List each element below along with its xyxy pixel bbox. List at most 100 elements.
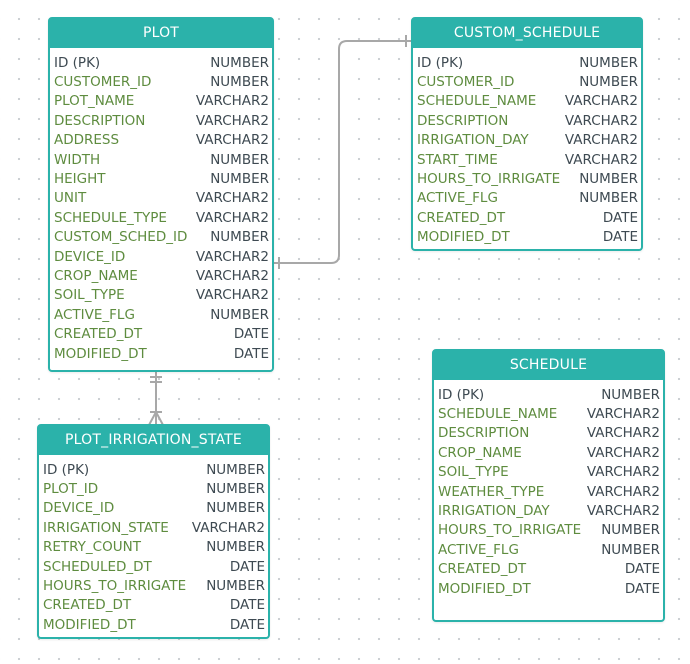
table-row[interactable]: SOIL_TYPE VARCHAR2 xyxy=(438,463,660,482)
column-type: VARCHAR2 xyxy=(586,444,660,461)
table-row[interactable]: UNIT VARCHAR2 xyxy=(54,189,269,208)
column-type: NUMBER xyxy=(210,229,269,246)
column-name: ID (PK) xyxy=(417,54,464,71)
table-schedule[interactable]: SCHEDULE ID (PK) NUMBER SCHEDULE_NAME VARCH… xyxy=(432,349,665,622)
column-name: ADDRESS xyxy=(54,132,120,149)
table-row[interactable]: WEATHER_TYPE VARCHAR2 xyxy=(438,482,660,501)
column-name: SOIL_TYPE xyxy=(54,287,125,304)
table-row[interactable]: SOIL_TYPE VARCHAR2 xyxy=(54,286,269,305)
table-row[interactable]: HOURS_TO_IRRIGATE NUMBER xyxy=(417,169,638,188)
column-type: VARCHAR2 xyxy=(195,248,269,265)
column-type: NUMBER xyxy=(206,500,265,517)
column-name: MODIFIED_DT xyxy=(417,229,510,246)
table-row[interactable]: IRRIGATION_STATE VARCHAR2 xyxy=(43,518,265,537)
table-plot[interactable]: PLOT ID (PK) NUMBER CUSTOMER_ID NUMBER PLOT_… xyxy=(48,17,274,372)
table-row[interactable]: SCHEDULE_NAME VARCHAR2 xyxy=(417,92,638,111)
column-type: DATE xyxy=(233,326,269,343)
column-name: CROP_NAME xyxy=(54,267,138,284)
column-name: ACTIVE_FLG xyxy=(438,541,519,558)
column-type: VARCHAR2 xyxy=(195,267,269,284)
column-type: NUMBER xyxy=(601,541,660,558)
table-row[interactable]: WIDTH NUMBER xyxy=(54,150,269,169)
table-header-schedule: SCHEDULE xyxy=(434,351,663,380)
column-name: SCHEDULED_DT xyxy=(43,558,152,575)
table-row[interactable]: DEVICE_ID VARCHAR2 xyxy=(54,247,269,266)
table-row[interactable]: CUSTOM_SCHED_ID NUMBER xyxy=(54,228,269,247)
table-row[interactable]: HEIGHT NUMBER xyxy=(54,169,269,188)
table-plot-irrigation-state[interactable]: PLOT_IRRIGATION_STATE ID (PK) NUMBER PLOT_… xyxy=(37,424,270,639)
column-type: DATE xyxy=(624,561,660,578)
column-type: NUMBER xyxy=(210,171,269,188)
column-type: DATE xyxy=(602,209,638,226)
table-row[interactable]: DESCRIPTION VARCHAR2 xyxy=(54,111,269,130)
column-type: NUMBER xyxy=(579,190,638,207)
table-row[interactable]: IRRIGATION_DAY VARCHAR2 xyxy=(417,131,638,150)
column-type: NUMBER xyxy=(206,461,265,478)
column-list: ID (PK) NUMBER CUSTOMER_ID NUMBER SCHEDULE_N… xyxy=(413,48,641,247)
table-row[interactable]: CREATED_DT DATE xyxy=(54,324,269,343)
table-row[interactable]: DEVICE_ID NUMBER xyxy=(43,499,265,518)
table-row[interactable]: CREATED_DT DATE xyxy=(438,560,660,579)
column-type: NUMBER xyxy=(206,481,265,498)
column-type: NUMBER xyxy=(210,306,269,323)
table-row[interactable]: ID (PK) NUMBER xyxy=(438,385,660,404)
table-row[interactable]: CUSTOMER_ID NUMBER xyxy=(417,72,638,91)
column-type: VARCHAR2 xyxy=(195,209,269,226)
table-row[interactable]: PLOT_ID NUMBER xyxy=(43,479,265,498)
column-list: ID (PK) NUMBER PLOT_ID NUMBER DEVICE_ID NUMBE… xyxy=(39,455,268,635)
column-name: HOURS_TO_IRRIGATE xyxy=(417,171,561,188)
column-name: ACTIVE_FLG xyxy=(417,190,498,207)
table-row[interactable]: ADDRESS VARCHAR2 xyxy=(54,131,269,150)
table-row[interactable]: DESCRIPTION VARCHAR2 xyxy=(417,111,638,130)
column-name: HOURS_TO_IRRIGATE xyxy=(438,522,582,539)
column-type: NUMBER xyxy=(210,74,269,91)
table-row[interactable]: PLOT_NAME VARCHAR2 xyxy=(54,92,269,111)
table-row[interactable]: DESCRIPTION VARCHAR2 xyxy=(438,424,660,443)
column-name: ID (PK) xyxy=(438,386,485,403)
table-custom-schedule[interactable]: CUSTOM_SCHEDULE ID (PK) NUMBER CUSTOMER_ID… xyxy=(411,17,643,251)
table-row[interactable]: CUSTOMER_ID NUMBER xyxy=(54,72,269,91)
column-name: DEVICE_ID xyxy=(54,248,126,265)
column-name: WIDTH xyxy=(54,151,101,168)
table-row[interactable]: CROP_NAME VARCHAR2 xyxy=(438,443,660,462)
table-row[interactable]: ACTIVE_FLG NUMBER xyxy=(54,305,269,324)
column-name: UNIT xyxy=(54,190,87,207)
table-row[interactable]: IRRIGATION_DAY VARCHAR2 xyxy=(438,501,660,520)
column-name: ID (PK) xyxy=(43,461,90,478)
table-row[interactable]: SCHEDULED_DT DATE xyxy=(43,557,265,576)
table-row[interactable]: SCHEDULE_TYPE VARCHAR2 xyxy=(54,208,269,227)
table-row[interactable]: MODIFIED_DT DATE xyxy=(43,615,265,634)
table-row[interactable]: ID (PK) NUMBER xyxy=(417,53,638,72)
table-row[interactable]: ID (PK) NUMBER xyxy=(54,53,269,72)
column-type: NUMBER xyxy=(601,522,660,539)
table-row[interactable]: START_TIME VARCHAR2 xyxy=(417,150,638,169)
table-row[interactable]: HOURS_TO_IRRIGATE NUMBER xyxy=(438,521,660,540)
column-name: CREATED_DT xyxy=(43,597,132,614)
table-header-plot: PLOT xyxy=(50,19,272,48)
column-type: VARCHAR2 xyxy=(586,406,660,423)
table-row[interactable]: ACTIVE_FLG NUMBER xyxy=(438,540,660,559)
table-row[interactable]: MODIFIED_DT DATE xyxy=(54,344,269,363)
table-row[interactable]: MODIFIED_DT DATE xyxy=(417,228,638,247)
table-row[interactable]: RETRY_COUNT NUMBER xyxy=(43,538,265,557)
column-name: RETRY_COUNT xyxy=(43,539,141,556)
table-row[interactable]: HOURS_TO_IRRIGATE NUMBER xyxy=(43,576,265,595)
column-type: NUMBER xyxy=(579,74,638,91)
column-name: SOIL_TYPE xyxy=(438,464,509,481)
table-row[interactable]: SCHEDULE_NAME VARCHAR2 xyxy=(438,404,660,423)
connector-plot-custom-schedule[interactable] xyxy=(273,40,412,264)
column-type: DATE xyxy=(624,580,660,597)
column-name: WEATHER_TYPE xyxy=(438,483,545,500)
table-row[interactable]: ACTIVE_FLG NUMBER xyxy=(417,189,638,208)
column-type: NUMBER xyxy=(210,151,269,168)
table-row[interactable]: MODIFIED_DT DATE xyxy=(438,579,660,598)
column-name: CREATED_DT xyxy=(54,326,143,343)
column-type: VARCHAR2 xyxy=(195,93,269,110)
table-row[interactable]: ID (PK) NUMBER xyxy=(43,460,265,479)
table-row[interactable]: CREATED_DT DATE xyxy=(43,596,265,615)
column-type: VARCHAR2 xyxy=(195,112,269,129)
table-row[interactable]: CROP_NAME VARCHAR2 xyxy=(54,266,269,285)
table-row[interactable]: CREATED_DT DATE xyxy=(417,208,638,227)
column-type: NUMBER xyxy=(210,54,269,71)
column-name: IRRIGATION_DAY xyxy=(438,503,550,520)
